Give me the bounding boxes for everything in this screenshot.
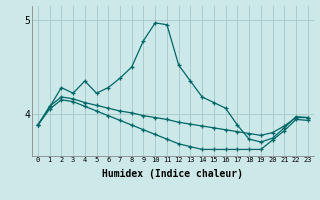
X-axis label: Humidex (Indice chaleur): Humidex (Indice chaleur) <box>102 169 243 179</box>
